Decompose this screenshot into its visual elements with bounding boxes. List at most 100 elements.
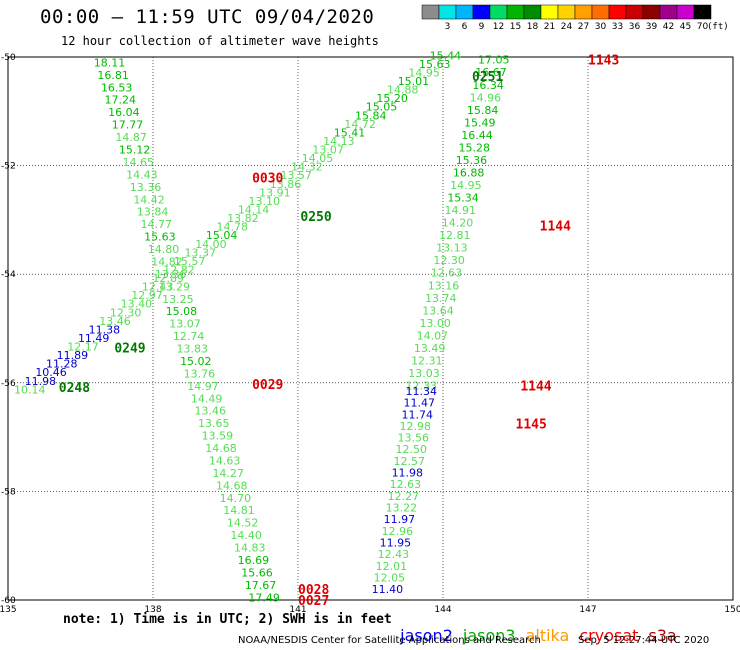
wave-height-value: 14.27 bbox=[212, 467, 244, 480]
wave-height-value: 14.40 bbox=[230, 529, 262, 542]
wave-height-value: 12.98 bbox=[400, 420, 432, 433]
wave-height-value: 13.13 bbox=[436, 242, 468, 255]
lat-tick-label: -54 bbox=[1, 270, 16, 280]
wave-height-value: 10.46 bbox=[35, 366, 67, 379]
color-scale-label: 36 bbox=[629, 22, 641, 32]
wave-height-value: 12.82 bbox=[163, 263, 195, 276]
color-scale-swatch bbox=[591, 4, 610, 20]
wave-height-value: 12.30 bbox=[110, 306, 142, 319]
wave-height-value: 15.05 bbox=[366, 101, 398, 114]
wave-height-value: 13.36 bbox=[130, 181, 162, 194]
wave-height-value: 12.81 bbox=[439, 229, 471, 242]
lat-tick-label: -60 bbox=[1, 596, 16, 606]
lon-tick-label: 147 bbox=[579, 605, 596, 615]
wave-height-value: 15.66 bbox=[241, 566, 273, 579]
color-scale-label: 3 bbox=[445, 22, 451, 32]
color-scale-swatch bbox=[421, 4, 440, 20]
wave-height-value: 16.44 bbox=[461, 129, 493, 142]
color-scale-label: 6 bbox=[462, 22, 468, 32]
wave-height-value: 13.36 bbox=[155, 268, 187, 281]
color-scale-swatch bbox=[625, 4, 644, 20]
lat-tick-label: -56 bbox=[1, 379, 16, 389]
wave-height-value: 13.03 bbox=[408, 367, 440, 380]
wave-height-value: 12.96 bbox=[382, 525, 414, 538]
legend-jason2: jason2 bbox=[400, 626, 453, 645]
wave-height-value: 15.41 bbox=[334, 126, 366, 139]
color-scale-label: 21 bbox=[544, 22, 555, 32]
wave-height-value: 15.08 bbox=[166, 305, 198, 318]
wave-height-value: 12.74 bbox=[173, 330, 205, 343]
color-scale-label: 42 bbox=[663, 22, 674, 32]
wave-height-value: 12.57 bbox=[394, 455, 426, 468]
lat-tick-label: -52 bbox=[1, 162, 16, 172]
wave-height-value: 12.27 bbox=[388, 490, 420, 503]
plot-frame bbox=[7, 56, 734, 601]
wave-height-value: 14.70 bbox=[220, 492, 252, 505]
lon-tick-label: 144 bbox=[434, 605, 451, 615]
color-scale-swatch bbox=[438, 4, 457, 20]
color-scale-label: 39 bbox=[646, 22, 658, 32]
wave-height-value: 14.13 bbox=[323, 135, 355, 148]
wave-height-value: 13.56 bbox=[398, 432, 430, 445]
map-title: 00:00 – 11:59 UTC 09/04/2020 bbox=[40, 6, 375, 28]
lat-tick-label: -50 bbox=[1, 53, 16, 63]
color-scale-swatch bbox=[659, 4, 678, 20]
satellite-legend: jason2 jason3 altika cryosat s3a bbox=[390, 607, 687, 645]
wave-height-value: 14.05 bbox=[302, 152, 334, 165]
wave-height-value: 12.43 bbox=[378, 548, 410, 561]
wave-height-value: 15.04 bbox=[206, 229, 238, 242]
wave-height-value: 13.40 bbox=[121, 298, 153, 311]
pass-time-label: 0248 bbox=[59, 381, 90, 396]
wave-height-value: 13.37 bbox=[185, 246, 217, 259]
wave-height-value: 12.63 bbox=[390, 478, 422, 491]
wave-height-value: 10.14 bbox=[14, 383, 46, 396]
color-scale-label: 30 bbox=[595, 22, 607, 32]
wave-height-value: 11.74 bbox=[402, 408, 434, 421]
wave-height-value: 14.77 bbox=[141, 218, 173, 231]
wave-height-value: 11.95 bbox=[380, 537, 412, 550]
wave-height-value: 14.68 bbox=[205, 442, 237, 455]
color-scale-swatch bbox=[523, 4, 542, 20]
wave-height-value: 12.31 bbox=[411, 354, 443, 367]
lon-tick-label: 135 bbox=[0, 605, 17, 615]
color-scale-swatch bbox=[506, 4, 525, 20]
wave-height-value: 11.34 bbox=[406, 385, 438, 398]
color-scale-label: 70 bbox=[697, 22, 709, 32]
wave-height-value: 14.42 bbox=[133, 193, 165, 206]
color-scale-swatch bbox=[642, 4, 661, 20]
lon-tick-label: 141 bbox=[289, 605, 306, 615]
map-subtitle: 12 hour collection of altimeter wave hei… bbox=[61, 34, 379, 48]
wave-height-value: 13.22 bbox=[386, 502, 418, 515]
wave-height-value: 14.96 bbox=[470, 91, 502, 104]
pass-time-label: 0028 bbox=[298, 583, 329, 598]
pass-time-label: 0029 bbox=[252, 378, 283, 393]
wave-height-value: 13.83 bbox=[176, 343, 208, 356]
wave-height-value: 15.49 bbox=[464, 116, 496, 129]
wave-height-value: 13.74 bbox=[425, 292, 457, 305]
wave-height-value: 15.63 bbox=[144, 231, 176, 244]
wave-height-value: 14.88 bbox=[387, 84, 419, 97]
wave-height-value: 14.82 bbox=[151, 255, 183, 268]
color-scale-label: 18 bbox=[527, 22, 539, 32]
color-scale-unit: (ft) bbox=[707, 22, 729, 32]
color-scale-label: 24 bbox=[561, 22, 573, 32]
pass-time-label: 0030 bbox=[252, 172, 283, 187]
wave-height-value: 13.00 bbox=[419, 317, 451, 330]
legend-s3a: s3a bbox=[648, 626, 677, 645]
wave-height-value: 13.10 bbox=[248, 195, 280, 208]
wave-height-value: 15.12 bbox=[119, 143, 151, 156]
pass-time-label: 0251 bbox=[472, 70, 503, 85]
wave-height-value: 11.49 bbox=[78, 332, 110, 345]
wave-height-value: 14.80 bbox=[148, 243, 180, 256]
color-scale-swatch bbox=[557, 4, 576, 20]
wave-height-value: 16.81 bbox=[97, 69, 129, 82]
wave-height-value: 12.50 bbox=[396, 443, 428, 456]
color-scale-swatch bbox=[489, 4, 508, 20]
wave-height-value: 12.17 bbox=[67, 341, 99, 354]
wave-height-value: 17.67 bbox=[245, 579, 277, 592]
wave-height-value: 16.88 bbox=[453, 166, 485, 179]
wave-height-value: 12.89 bbox=[153, 272, 185, 285]
wave-height-value: 12.30 bbox=[433, 254, 465, 267]
wave-height-value: 15.36 bbox=[456, 154, 488, 167]
wave-height-value: 11.40 bbox=[372, 583, 404, 596]
